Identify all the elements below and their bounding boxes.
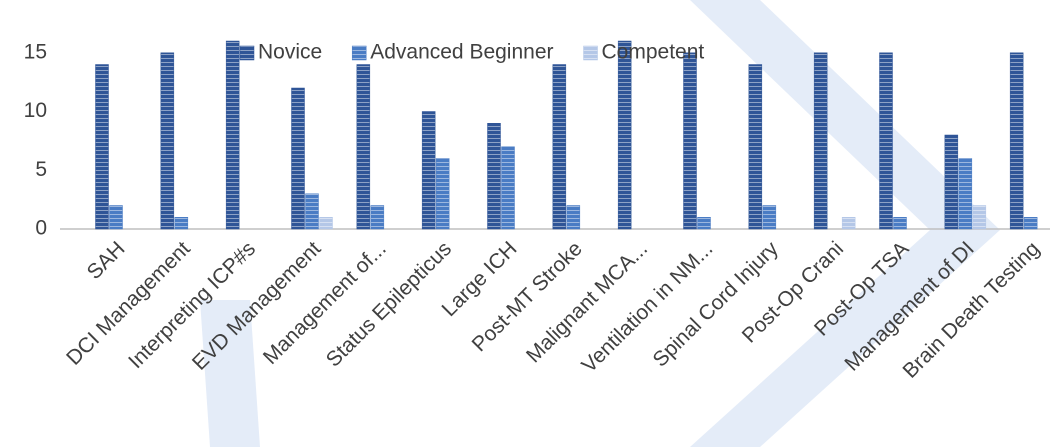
bar (566, 205, 581, 230)
x-tick-label: DCI Management (62, 237, 195, 370)
legend-swatch (583, 45, 598, 61)
bar (160, 52, 175, 230)
bar (552, 64, 567, 230)
bar (421, 111, 436, 230)
legend-label: Advanced Beginner (370, 41, 553, 64)
bar (617, 40, 632, 230)
x-tick-label: Malignant MCA... (522, 237, 652, 367)
y-tick-label: 15 (24, 40, 47, 63)
bar (813, 52, 828, 230)
bar (487, 123, 501, 230)
bar (683, 52, 697, 230)
bar (109, 205, 123, 230)
watermark (200, 0, 1000, 447)
y-tick-label: 20 (24, 0, 47, 5)
bar (748, 64, 763, 230)
bar (972, 205, 987, 230)
bar (95, 64, 109, 230)
bar (356, 64, 371, 230)
legend-label: Competent (602, 41, 705, 64)
bar (501, 146, 515, 230)
bar (841, 217, 856, 230)
bar (697, 217, 711, 230)
legend-label: Novice (258, 41, 322, 64)
bar (174, 217, 189, 230)
bar (958, 158, 973, 230)
bar (225, 40, 240, 230)
bar (944, 134, 959, 230)
y-tick-label: 10 (24, 99, 47, 122)
bar (762, 205, 777, 230)
y-tick-label: 0 (35, 217, 47, 240)
x-tick-label: SAH (83, 237, 130, 284)
x-tick-label: Management of... (259, 237, 391, 369)
legend-swatch (239, 45, 255, 61)
x-tick-label: Status Epilepticus (322, 237, 456, 371)
bar (291, 87, 305, 230)
bar (893, 217, 907, 230)
bar (319, 217, 333, 230)
y-tick-label: 5 (35, 158, 47, 181)
bar (370, 205, 385, 230)
bar (1009, 52, 1024, 230)
bar (1023, 217, 1038, 230)
bar (879, 52, 893, 230)
bar (305, 193, 319, 230)
legend-swatch (351, 45, 367, 61)
x-tick-label: Spinal Cord Injury (648, 237, 783, 372)
bar (435, 158, 450, 230)
x-tick-label: Post-MT Stroke (468, 237, 587, 356)
